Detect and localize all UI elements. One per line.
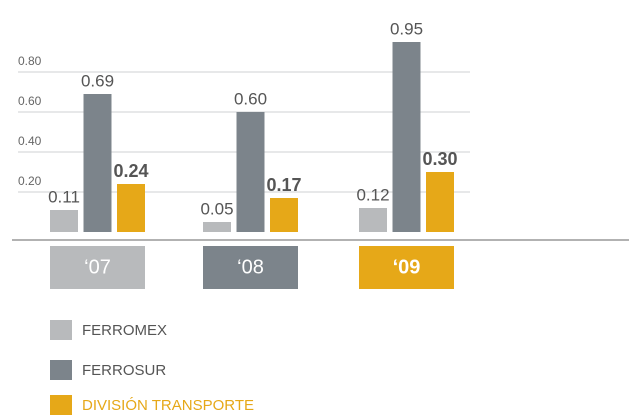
x-tick-label: ‘09 xyxy=(393,256,421,278)
bar xyxy=(359,208,387,232)
legend-label: FERROMEX xyxy=(82,322,167,339)
x-tick-label: ‘07 xyxy=(84,256,111,278)
bar xyxy=(392,42,421,232)
value-label: 0.95 xyxy=(390,19,423,38)
value-label: 0.17 xyxy=(266,175,301,195)
value-label: 0.24 xyxy=(113,161,148,181)
value-label: 0.12 xyxy=(356,185,389,204)
legend-label: FERROSUR xyxy=(82,362,166,379)
legend-swatch xyxy=(50,320,72,340)
value-label: 0.30 xyxy=(422,149,457,169)
bar xyxy=(203,222,231,232)
bar xyxy=(270,198,298,232)
value-label: 0.05 xyxy=(200,199,233,218)
category-box xyxy=(203,246,298,289)
bar xyxy=(236,112,265,232)
category-box xyxy=(359,246,454,289)
bar xyxy=(83,94,112,232)
legend-swatch xyxy=(50,395,72,415)
value-label: 0.69 xyxy=(81,71,114,90)
bar xyxy=(426,172,454,232)
value-label: 0.60 xyxy=(234,89,267,108)
x-tick-label: ‘08 xyxy=(237,256,264,278)
category-box xyxy=(50,246,145,289)
y-tick-label: 0.40 xyxy=(18,134,42,148)
bar xyxy=(117,184,145,232)
bar xyxy=(50,210,78,232)
y-tick-label: 0.80 xyxy=(18,54,42,68)
y-tick-label: 0.60 xyxy=(18,94,42,108)
legend-swatch xyxy=(50,360,72,380)
value-label: 0.11 xyxy=(48,187,80,206)
legend-label: DIVISIÓN TRANSPORTE xyxy=(82,397,254,414)
y-tick-label: 0.20 xyxy=(18,174,42,188)
